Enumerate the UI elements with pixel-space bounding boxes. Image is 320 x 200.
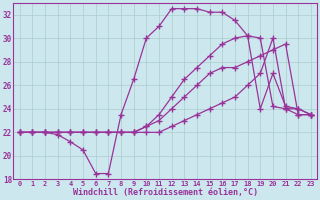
X-axis label: Windchill (Refroidissement éolien,°C): Windchill (Refroidissement éolien,°C) (73, 188, 258, 197)
